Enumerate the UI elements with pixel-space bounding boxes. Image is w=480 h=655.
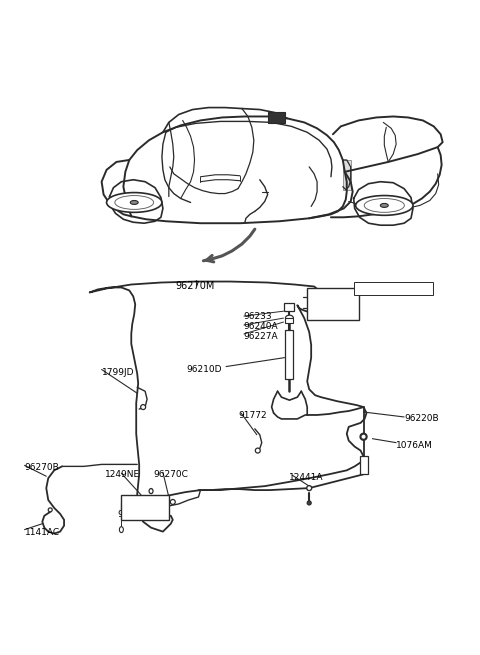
- Ellipse shape: [356, 196, 413, 215]
- Ellipse shape: [120, 527, 123, 533]
- Text: 96270M: 96270M: [176, 280, 215, 291]
- Text: 96227A: 96227A: [243, 332, 277, 341]
- Ellipse shape: [141, 405, 145, 409]
- Ellipse shape: [364, 198, 404, 212]
- Text: 96270C: 96270C: [153, 470, 188, 479]
- Ellipse shape: [170, 500, 175, 504]
- Text: 1249NE: 1249NE: [105, 470, 140, 479]
- Text: 96210D: 96210D: [187, 365, 222, 373]
- Ellipse shape: [380, 204, 388, 208]
- Bar: [285, 303, 294, 311]
- Ellipse shape: [255, 448, 260, 453]
- Text: REF.91-961: REF.91-961: [357, 286, 407, 295]
- Ellipse shape: [286, 315, 293, 321]
- Text: 96270B: 96270B: [24, 463, 59, 472]
- Bar: [360, 457, 368, 474]
- Bar: [286, 318, 293, 323]
- Bar: [121, 495, 169, 520]
- Ellipse shape: [48, 508, 52, 512]
- Text: 1799JD: 1799JD: [102, 367, 134, 377]
- Text: 96220B: 96220B: [404, 414, 439, 423]
- Ellipse shape: [360, 433, 367, 440]
- Bar: [354, 282, 433, 295]
- Text: 96233: 96233: [243, 312, 272, 321]
- Bar: [307, 288, 359, 320]
- Ellipse shape: [115, 196, 154, 210]
- Ellipse shape: [307, 501, 311, 505]
- Text: 91772: 91772: [238, 411, 267, 420]
- Ellipse shape: [130, 200, 138, 204]
- Bar: [268, 111, 286, 123]
- Text: REF.91-961: REF.91-961: [363, 284, 418, 293]
- Text: 12441A: 12441A: [289, 474, 324, 482]
- Bar: [286, 330, 293, 379]
- Ellipse shape: [361, 435, 366, 439]
- Bar: [343, 160, 351, 189]
- Text: 96270: 96270: [118, 510, 146, 519]
- Text: 1141AC: 1141AC: [24, 528, 60, 536]
- Text: 1076AM: 1076AM: [396, 441, 433, 450]
- Ellipse shape: [149, 489, 153, 494]
- Ellipse shape: [107, 193, 162, 212]
- Text: 96240A: 96240A: [243, 322, 277, 331]
- Ellipse shape: [307, 485, 312, 491]
